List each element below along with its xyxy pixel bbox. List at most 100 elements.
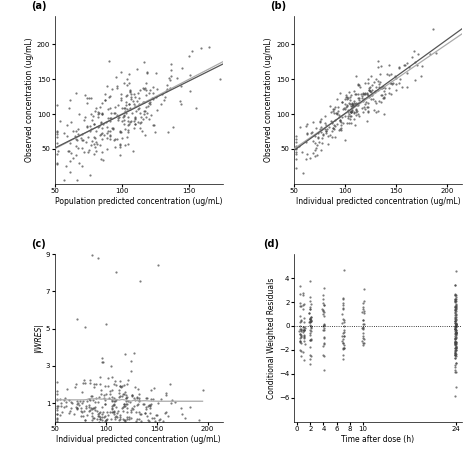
Point	[452, 302, 459, 310]
Point	[114, 111, 121, 119]
Point	[65, 396, 73, 404]
Point	[123, 82, 130, 89]
Point	[451, 308, 459, 316]
Point	[359, 316, 367, 323]
Point	[338, 337, 346, 344]
Point	[340, 344, 348, 351]
Point	[340, 329, 347, 337]
Point	[335, 108, 342, 115]
Point	[350, 115, 358, 123]
Point	[451, 317, 459, 324]
Point	[146, 116, 153, 123]
Point	[392, 75, 400, 82]
Point	[123, 380, 131, 388]
Point	[128, 392, 136, 400]
Point	[360, 342, 367, 349]
Point	[451, 332, 458, 339]
Point	[319, 131, 327, 139]
Point	[147, 396, 155, 403]
Point	[301, 326, 308, 333]
Point	[451, 323, 458, 330]
Point	[387, 79, 394, 86]
Point	[85, 403, 93, 411]
Point	[355, 112, 363, 120]
Point	[311, 153, 319, 160]
Point	[453, 327, 460, 334]
Point	[307, 130, 315, 137]
Point	[124, 91, 131, 99]
Point	[306, 331, 314, 339]
Point	[106, 395, 113, 402]
Point	[307, 316, 314, 323]
Point	[296, 330, 304, 337]
Point	[299, 348, 307, 356]
Point	[91, 151, 98, 158]
Point	[101, 97, 109, 104]
Point	[217, 75, 224, 83]
Point	[133, 65, 140, 73]
Point	[103, 408, 110, 415]
Point	[380, 110, 388, 118]
Point	[118, 104, 126, 111]
Point	[451, 325, 458, 332]
Point	[344, 93, 351, 101]
Point	[377, 99, 384, 106]
Point	[121, 141, 129, 149]
Point	[155, 400, 162, 407]
Point	[75, 130, 82, 138]
Point	[79, 388, 86, 396]
Point	[307, 314, 315, 321]
Point	[366, 87, 374, 95]
Point	[118, 383, 125, 391]
Point	[331, 116, 339, 124]
Point	[451, 305, 458, 313]
Point	[328, 128, 336, 135]
Point	[149, 95, 156, 102]
Point	[54, 102, 61, 109]
Point	[306, 277, 314, 285]
Point	[453, 384, 460, 391]
Point	[328, 117, 335, 125]
Point	[452, 322, 460, 330]
Point	[396, 79, 403, 87]
Point	[94, 111, 101, 118]
Point	[401, 62, 409, 69]
Point	[141, 98, 148, 105]
Point	[115, 417, 123, 424]
Point	[54, 139, 61, 146]
Point	[359, 325, 367, 332]
Point	[109, 408, 116, 415]
Point	[106, 127, 113, 135]
Point	[354, 111, 362, 118]
Point	[94, 254, 102, 262]
Point	[301, 341, 309, 348]
Point	[359, 335, 366, 342]
Point	[92, 147, 100, 155]
Point	[361, 89, 369, 96]
Point	[319, 299, 327, 307]
Point	[78, 136, 86, 144]
Point	[292, 133, 300, 140]
Point	[177, 404, 185, 411]
Point	[142, 403, 150, 411]
Point	[98, 136, 106, 143]
Point	[89, 397, 96, 404]
Point	[310, 119, 317, 126]
Point	[101, 96, 109, 103]
Point	[452, 306, 459, 313]
Point	[121, 418, 129, 425]
Point	[353, 100, 361, 108]
Point	[307, 327, 315, 335]
Point	[104, 105, 112, 113]
Point	[366, 84, 374, 91]
Point	[91, 135, 98, 142]
Point	[380, 94, 387, 102]
Point	[73, 404, 81, 411]
Point	[346, 100, 354, 107]
Point	[77, 412, 84, 420]
Point	[90, 133, 98, 141]
Point	[66, 157, 73, 164]
Point	[121, 402, 128, 409]
Point	[142, 86, 149, 94]
Point	[121, 104, 128, 112]
